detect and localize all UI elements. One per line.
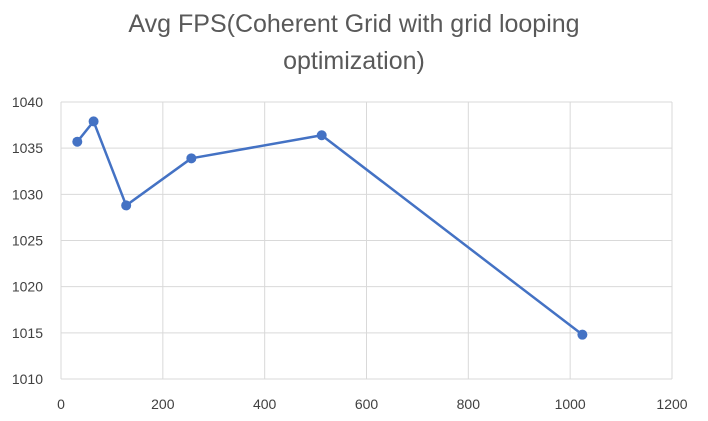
data-point <box>72 136 83 147</box>
series-line <box>76 120 584 336</box>
y-tick-label: 1020 <box>12 279 43 295</box>
x-tick-label: 1200 <box>656 396 687 412</box>
x-tick-label: 600 <box>355 396 379 412</box>
y-tick-label: 1030 <box>12 186 43 202</box>
y-tick-label: 1035 <box>12 140 43 156</box>
gridlines <box>60 101 673 380</box>
y-axis-tick-labels: 1010 1015 1020 1025 1030 1035 1040 <box>12 94 43 387</box>
x-axis-tick-labels: 0 200 400 600 800 1000 1200 <box>57 396 688 412</box>
data-point <box>316 130 327 141</box>
chart-title: Avg FPS(Coherent Grid with grid looping … <box>0 6 708 80</box>
data-point <box>577 329 588 340</box>
chart-title-line-1: Avg FPS(Coherent Grid with grid looping <box>128 10 580 38</box>
y-tick-label: 1025 <box>12 233 43 249</box>
x-tick-label: 400 <box>253 396 277 412</box>
y-tick-label: 1010 <box>12 371 43 387</box>
series-fps <box>72 116 588 340</box>
y-tick-label: 1040 <box>12 94 43 110</box>
chart-title-line-2: optimization) <box>283 47 425 75</box>
data-point <box>121 200 132 211</box>
data-point <box>186 153 197 164</box>
x-tick-label: 1000 <box>555 396 586 412</box>
x-tick-label: 0 <box>57 396 65 412</box>
data-point <box>88 116 99 127</box>
y-tick-label: 1015 <box>12 325 43 341</box>
x-tick-label: 200 <box>151 396 175 412</box>
x-tick-label: 800 <box>457 396 481 412</box>
